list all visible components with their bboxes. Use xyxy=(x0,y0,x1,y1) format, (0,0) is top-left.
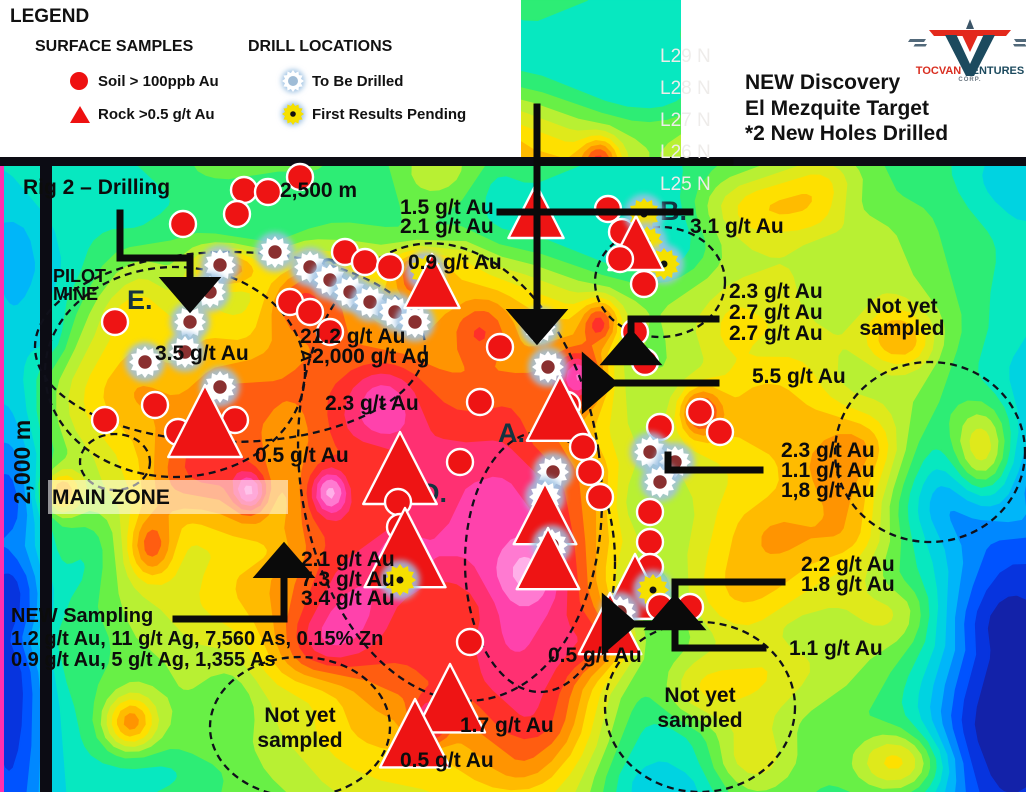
svg-text:2.3 g/t Au: 2.3 g/t Au xyxy=(729,280,823,303)
svg-text:2.1 g/t Au: 2.1 g/t Au xyxy=(400,215,494,238)
svg-text:MINE: MINE xyxy=(53,284,98,304)
svg-text:1.8 g/t Au: 1.8 g/t Au xyxy=(801,573,895,596)
svg-text:Not yet: Not yet xyxy=(664,684,735,707)
svg-text:1.7 g/t Au: 1.7 g/t Au xyxy=(460,714,554,737)
svg-text:2,000 m: 2,000 m xyxy=(9,420,35,504)
svg-text:0.9 g/t Au, 5 g/t Ag, 1,355 As: 0.9 g/t Au, 5 g/t Ag, 1,355 As xyxy=(11,649,276,671)
svg-text:5.5 g/t Au: 5.5 g/t Au xyxy=(752,365,846,388)
svg-text:sampled: sampled xyxy=(859,317,944,340)
svg-text:MAIN ZONE: MAIN ZONE xyxy=(52,486,170,509)
svg-text:0.5 g/t Au: 0.5 g/t Au xyxy=(400,749,494,772)
svg-text:>2,000 g/t Ag: >2,000 g/t Ag xyxy=(300,345,429,368)
svg-text:2.7 g/t Au: 2.7 g/t Au xyxy=(729,301,823,324)
svg-text:1,8 g/t Au: 1,8 g/t Au xyxy=(781,479,875,502)
svg-text:Not yet: Not yet xyxy=(866,295,937,318)
svg-text:3.1 g/t Au: 3.1 g/t Au xyxy=(690,215,784,238)
svg-text:0.5 g/t Au: 0.5 g/t Au xyxy=(548,644,642,667)
svg-text:E.: E. xyxy=(127,285,153,315)
svg-text:3.4 g/t Au: 3.4 g/t Au xyxy=(301,587,395,610)
svg-text:sampled: sampled xyxy=(257,729,342,752)
svg-text:PILOT: PILOT xyxy=(53,266,106,286)
svg-text:A.: A. xyxy=(498,418,525,448)
svg-text:TOCVAN VENTURES: TOCVAN VENTURES xyxy=(916,65,1024,77)
svg-text:NEW Sampling: NEW Sampling xyxy=(11,605,153,627)
svg-text:2.7 g/t Au: 2.7 g/t Au xyxy=(729,322,823,345)
svg-text:1.2 g/t Au, 11 g/t Ag, 7,560 A: 1.2 g/t Au, 11 g/t Ag, 7,560 As, 0.15% Z… xyxy=(11,628,383,650)
svg-text:3.5 g/t Au: 3.5 g/t Au xyxy=(155,342,249,365)
svg-text:2.3 g/t Au: 2.3 g/t Au xyxy=(325,392,419,415)
svg-text:Not yet: Not yet xyxy=(264,704,335,727)
svg-text:0.5 g/t Au: 0.5 g/t Au xyxy=(255,444,349,467)
svg-text:2,500 m: 2,500 m xyxy=(280,179,357,202)
svg-text:sampled: sampled xyxy=(657,709,742,732)
svg-text:0.9 g/t Au: 0.9 g/t Au xyxy=(408,251,502,274)
svg-text:CORP.: CORP. xyxy=(958,77,981,83)
svg-text:Rig 2 – Drilling: Rig 2 – Drilling xyxy=(23,176,170,199)
svg-text:1.1 g/t Au: 1.1 g/t Au xyxy=(789,637,883,660)
